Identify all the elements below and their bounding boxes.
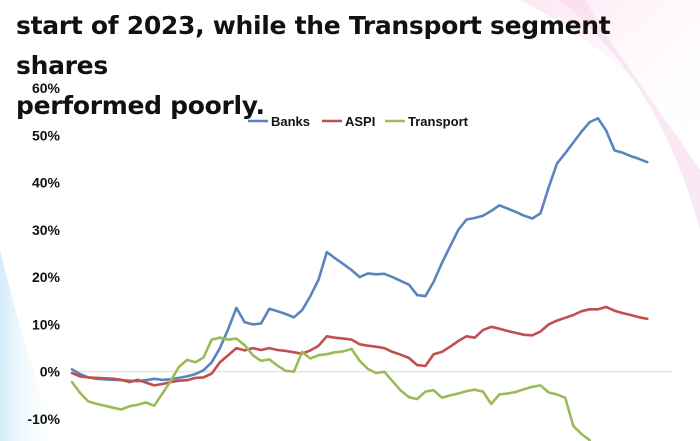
series-line-aspi (70, 305, 649, 387)
series-aspi (70, 305, 649, 387)
headline: start of 2023, while the Transport segme… (16, 6, 686, 126)
y-tick-label: 20% (32, 269, 61, 285)
series-line-transport (70, 336, 592, 441)
series-line-banks (70, 117, 649, 383)
series-layer (70, 117, 649, 441)
y-tick-label: 30% (32, 222, 61, 238)
headline-line-1: start of 2023, while the Transport segme… (16, 11, 611, 80)
legend-label-aspi: ASPI (345, 114, 375, 129)
headline-line-2: performed poorly. (16, 91, 265, 120)
legend-label-banks: Banks (271, 114, 310, 129)
series-transport (70, 336, 592, 441)
y-tick-label: 40% (32, 175, 61, 191)
y-tick-label: 0% (40, 364, 61, 380)
y-tick-label: 10% (32, 316, 61, 332)
y-tick-label: 60% (32, 80, 61, 96)
legend-label-transport: Transport (408, 114, 469, 129)
y-tick-label: -10% (27, 411, 60, 427)
y-tick-label: 50% (32, 127, 61, 143)
legend: Banks ASPI Transport (248, 114, 469, 129)
series-banks (70, 117, 649, 383)
y-axis: 60% 50% 40% 30% 20% 10% 0% -10% (27, 80, 60, 427)
